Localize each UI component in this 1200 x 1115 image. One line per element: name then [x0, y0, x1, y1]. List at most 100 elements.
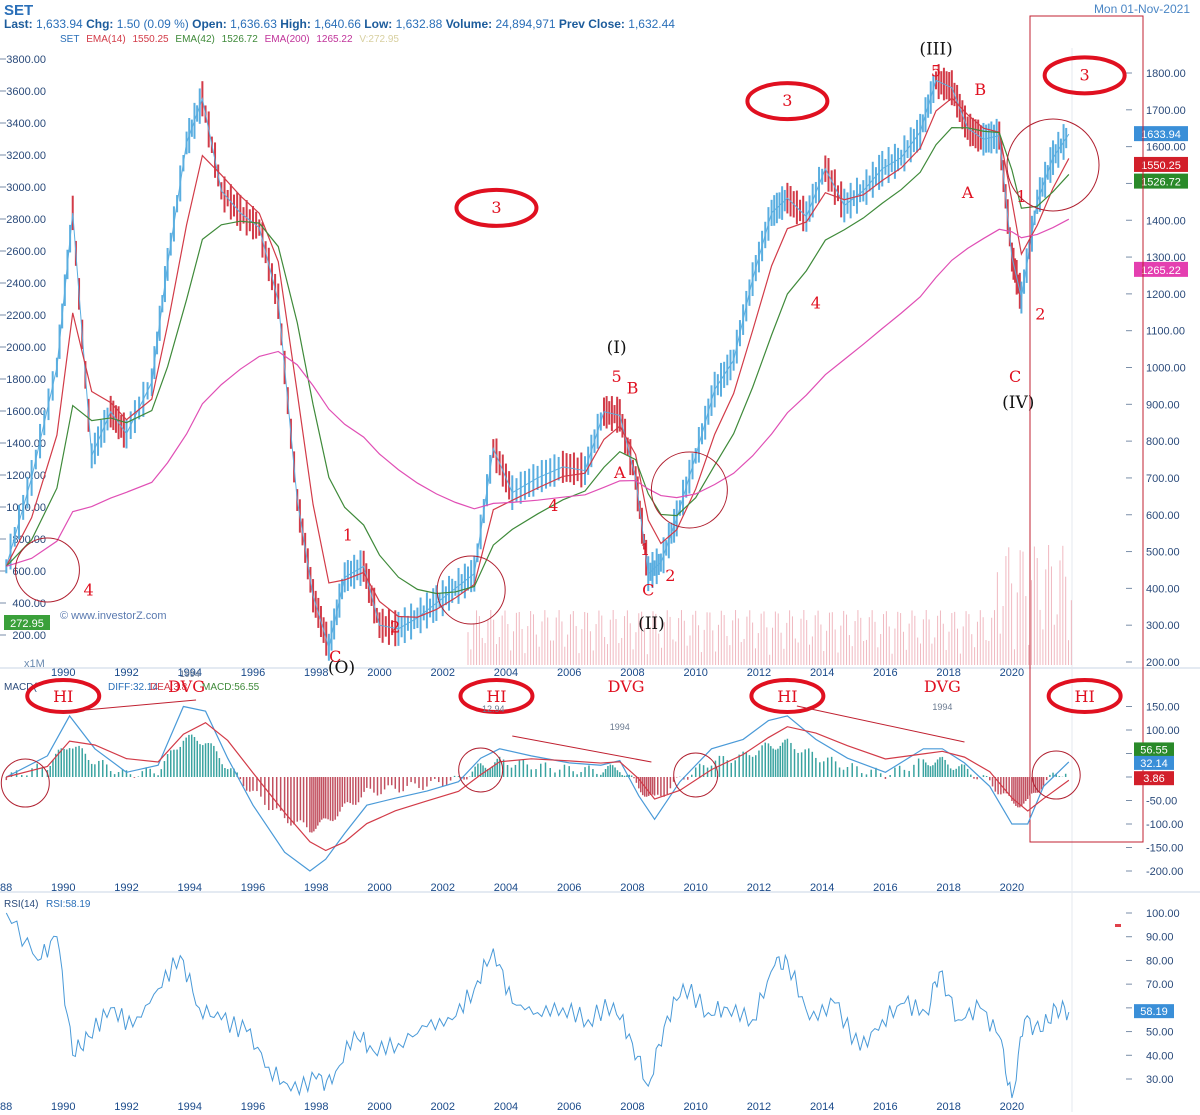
rsi-axis-tick-label: 70.00 — [1146, 979, 1174, 991]
rsi-title: RSI(14) — [4, 899, 38, 910]
rsi-x-tick-label: 2018 — [936, 1101, 960, 1113]
volume-unit-label: x1M — [24, 658, 45, 670]
price-x-tick-label: 1998 — [304, 667, 328, 679]
left-axis-tick-label: 1400.00 — [6, 438, 46, 450]
macd-hi-circle — [749, 678, 826, 714]
macd-title: MACD( — [4, 682, 37, 693]
wave-label: B — [627, 378, 639, 397]
legend-ema42: EMA(42) — [175, 34, 215, 45]
wave-label: 2 — [665, 566, 675, 585]
left-axis-tick-label: 3000.00 — [6, 182, 46, 194]
rsi-axis-tick-label: 30.00 — [1146, 1074, 1174, 1086]
macd-axis-tick-label: 150.00 — [1146, 702, 1180, 714]
price-value-tag — [1134, 126, 1188, 142]
chart-header: SET Last: 1,633.94 Chg: 1.50 (0.09 %) Op… — [0, 0, 1200, 48]
macd-macd-label: MACD:56.55 — [202, 682, 260, 693]
macd-hi-circle — [458, 678, 535, 714]
wave-label: C — [1009, 367, 1021, 386]
wave-label: 4 — [548, 496, 558, 515]
left-axis-tick-label: 1000.00 — [6, 502, 46, 514]
wave-label: 5 — [612, 367, 622, 386]
macd-axis-tick-label: 100.00 — [1146, 725, 1180, 737]
price-x-tick-label: 2006 — [557, 667, 581, 679]
volume-label: Volume: — [445, 17, 493, 31]
wave-label: (III) — [919, 40, 952, 60]
macd-diff-line — [6, 705, 1070, 872]
rsi-x-tick-label: 2014 — [810, 1101, 834, 1113]
wave-label: 4 — [811, 294, 821, 313]
right-axis-tick-label: 400.00 — [1146, 583, 1180, 595]
macd-x-tick-label: 1994 — [177, 882, 201, 894]
macd-annotation: HI — [486, 687, 506, 706]
rsi-x-tick-label: 2020 — [1000, 1101, 1024, 1113]
legend-set: SET — [60, 34, 80, 45]
price-x-tick-label: 2000 — [367, 667, 391, 679]
macd-axis-tick-label: -200.00 — [1146, 866, 1183, 878]
left-axis-tick-label: 2200.00 — [6, 310, 46, 322]
legend-ema200-value: 1265.22 — [316, 34, 353, 45]
wave-label: 2 — [1035, 305, 1045, 324]
macd-x-tick-label: 1990 — [51, 882, 75, 894]
quote-line: Last: 1,633.94 Chg: 1.50 (0.09 %) Open: … — [4, 17, 675, 31]
rsi-axis-tick-label: 90.00 — [1146, 932, 1174, 944]
rsi-x-tick-label: 1998 — [304, 1101, 328, 1113]
macd-x-tick-label: 2010 — [683, 882, 707, 894]
rsi-axis-tick-label: 50.00 — [1146, 1027, 1174, 1039]
wave-label: (I) — [607, 338, 627, 358]
rsi-value-tag — [1134, 1004, 1174, 1019]
macd-x-tick-label: 2000 — [367, 882, 391, 894]
legend-ema42-value: 1526.72 — [221, 34, 258, 45]
right-axis-tick-label: 900.00 — [1146, 399, 1180, 411]
macd-value-tag-label: 32.14 — [1140, 758, 1168, 770]
macd-value-tag — [1134, 755, 1174, 770]
left-axis-tick-label: 200.00 — [12, 630, 46, 642]
macd-value-tag — [1134, 771, 1174, 786]
macd-small-label: 1994 — [932, 702, 952, 712]
macd-highlight-circle — [0, 758, 50, 808]
macd-highlight-circle — [673, 752, 719, 798]
macd-annotation: DVG — [608, 677, 645, 696]
wave-label: A — [613, 463, 626, 482]
price-value-tag-label: 1633.94 — [1141, 129, 1181, 141]
divergence-line — [63, 699, 197, 713]
rsi-x-tick-label: 1996 — [241, 1101, 265, 1113]
macd-value-tag-label: 3.86 — [1143, 773, 1164, 785]
rsi-value-tag-label: 58.19 — [1140, 1006, 1168, 1018]
rsi-line — [5, 912, 1070, 1099]
macd-highlight-circle — [1031, 750, 1081, 800]
low-label: Low: — [364, 17, 393, 31]
wave-label: 1 — [343, 526, 353, 545]
price-x-tick-label: 2018 — [936, 667, 960, 679]
divergence-line — [512, 735, 652, 763]
price-x-tick-label: 2014 — [810, 667, 834, 679]
right-axis-tick-label: 700.00 — [1146, 473, 1180, 485]
rsi-x-tick-label: 2008 — [620, 1101, 644, 1113]
macd-x-tick-label: 2012 — [747, 882, 771, 894]
left-axis-tick-label: 3400.00 — [6, 118, 46, 130]
wave-label: 3 — [1080, 65, 1090, 84]
macd-annotation: DVG — [168, 677, 205, 696]
price-x-tick-label: 2012 — [747, 667, 771, 679]
watermark: © www.investorZ.com — [60, 610, 167, 622]
macd-x-tick-label: 2002 — [430, 882, 454, 894]
left-axis-tick-label: 600.00 — [12, 566, 46, 578]
macd-small-label: 1994 — [610, 722, 630, 732]
right-axis-tick-label: 1300.00 — [1146, 252, 1186, 264]
macd-value-tag — [1134, 742, 1174, 757]
price-x-tick-label: 1996 — [241, 667, 265, 679]
macd-dea-label: DEA:3.8 — [150, 682, 188, 693]
price-value-tag — [1134, 173, 1188, 189]
wave-label: 3 — [782, 91, 792, 110]
macd-x-tick-label: 2004 — [494, 882, 518, 894]
rsi-x-tick-label: 2006 — [557, 1101, 581, 1113]
rsi-x-tick-label: 2002 — [430, 1101, 454, 1113]
left-axis-tick-label: 3800.00 — [6, 54, 46, 66]
left-axis-tick-label: 2000.00 — [6, 342, 46, 354]
left-axis-tick-label: 3200.00 — [6, 150, 46, 162]
price-value-tag-label: 1550.25 — [1141, 160, 1181, 172]
rsi-x-tick-label: 2000 — [367, 1101, 391, 1113]
open-value: 1,636.63 — [230, 17, 277, 31]
wave-label: (IV) — [1002, 393, 1034, 413]
left-axis-tick-label: 400.00 — [12, 598, 46, 610]
